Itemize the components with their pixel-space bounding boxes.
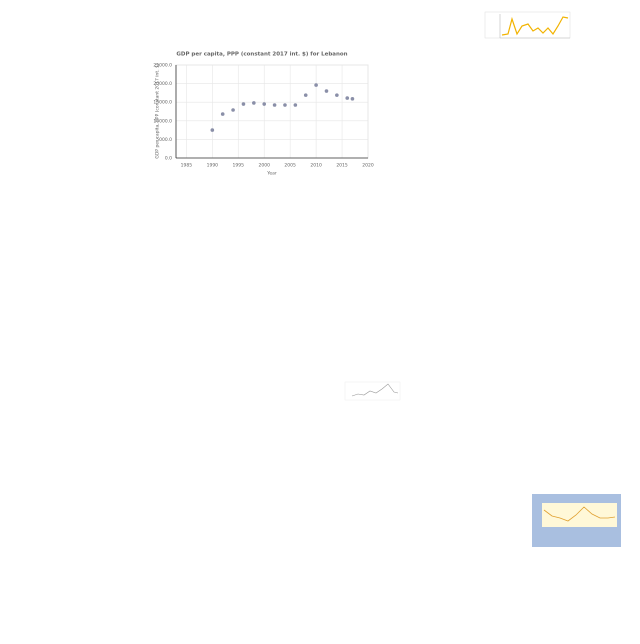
x-tick-label: 1995 [233,163,245,169]
point [314,83,318,87]
point [350,97,355,101]
y-tick-label: 10000.0 [153,118,172,124]
y-tick-label: 0.0 [165,156,172,162]
y-axis-label: GDP per capita, PPP (constant 2017 int. … [155,63,161,159]
point [262,102,267,106]
thumbnail-middle [344,381,401,401]
point [324,89,329,93]
thumbnail-top-right [484,11,571,39]
x-tick-label: 2015 [336,163,348,169]
point [241,102,246,106]
x-tick-label: 2005 [284,163,296,169]
x-tick-label: 1990 [207,163,219,169]
thumbnail-bottom-right [532,494,621,547]
x-tick-label: 1985 [181,163,193,169]
point [293,103,298,107]
point [210,128,215,132]
y-tick-label: 20000.0 [153,81,172,87]
point [345,96,350,100]
y-tick-label: 5000.0 [156,137,172,143]
point [231,108,235,112]
point [272,103,277,107]
x-tick-label: 2020 [362,163,374,169]
y-tick-label: 25000.0 [153,63,172,69]
point [303,93,308,97]
plot-area [175,64,369,159]
point [252,101,256,105]
x-tick-label: 2010 [310,163,322,169]
y-tick-label: 15000.0 [153,100,172,106]
chart-title: GDP per capita, PPP (constant 2017 int. … [176,52,347,58]
point [220,112,225,116]
x-axis-label: Year [266,171,277,177]
x-tick-label: 2000 [258,163,270,169]
point [335,93,339,97]
point [283,103,287,107]
